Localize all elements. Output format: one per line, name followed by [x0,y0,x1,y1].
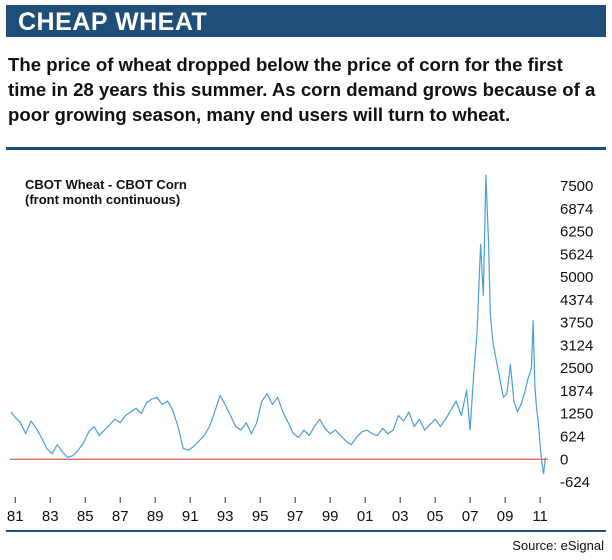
x-tick-label: 03 [392,508,409,525]
source-note: Source: eSignal [512,538,604,553]
y-tick-label: 7500 [560,178,593,195]
y-tick-label: 3750 [560,315,593,332]
x-tick-label: 07 [462,508,479,525]
x-tick-label: 87 [112,508,129,525]
y-tick-label: 3124 [560,337,593,354]
y-axis: 7500 6874 6250 5624 5000 4374 3750 3124 2500 1874… [560,178,593,491]
y-tick-label: 1874 [560,383,593,400]
y-tick-label: 1250 [560,406,593,423]
x-tick-label: 97 [287,508,304,525]
x-tick-label: 99 [322,508,339,525]
plot-frame [6,152,606,530]
page-title: CHEAP WHEAT [18,8,208,36]
x-tick-label: 89 [147,508,164,525]
y-tick-label: 0 [560,451,568,468]
y-tick-label: 6874 [560,201,593,218]
x-tick-label: 11 [532,508,548,525]
y-tick-label: -624 [560,474,590,491]
y-tick-label: 2500 [560,360,593,377]
x-tick-label: 05 [427,508,444,525]
y-tick-label: 4374 [560,292,593,309]
x-tick-label: 09 [497,508,514,525]
x-tick-label: 95 [252,508,269,525]
series-line-wheat-minus-corn [10,174,546,475]
chart-label-line-1: CBOT Wheat - CBOT Corn [25,177,187,192]
bottom-divider [6,530,606,532]
x-tick-label: 01 [357,508,374,525]
x-tick-label: 91 [182,508,199,525]
top-divider [6,147,606,150]
x-tick-label: 93 [217,508,234,525]
subtitle: The price of wheat dropped below the pri… [8,54,596,125]
y-tick-label: 6250 [560,224,593,241]
x-tick-label: 83 [42,508,59,525]
title-bar: CHEAP WHEAT [6,5,606,37]
x-tick-label: 85 [77,508,94,525]
x-tick-label: 81 [7,508,24,525]
y-tick-label: 624 [560,429,585,446]
y-tick-label: 5000 [560,269,593,286]
y-tick-label: 5624 [560,246,593,263]
x-axis: 81 83 85 87 89 91 93 95 97 99 01 03 05 07 09 11 [7,497,548,525]
chart-label-line-2: (front month continuous) [25,192,180,207]
